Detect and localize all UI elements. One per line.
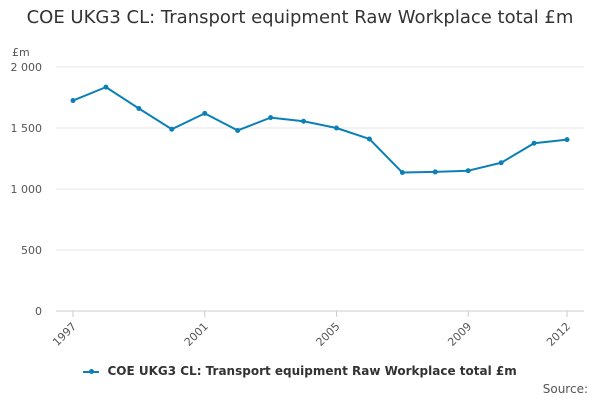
data-point	[531, 140, 537, 146]
x-tick-label: 2005	[314, 320, 343, 349]
chart-title: COE UKG3 CL: Transport equipment Raw Wor…	[26, 7, 574, 28]
y-tick-label: 1 000	[11, 183, 43, 196]
y-axis-unit: £m	[12, 46, 30, 59]
data-point	[465, 168, 471, 174]
data-point	[268, 115, 274, 121]
data-point	[103, 84, 109, 90]
data-point	[498, 160, 504, 166]
data-point	[301, 118, 307, 124]
data-point	[70, 98, 76, 104]
data-point	[399, 170, 405, 176]
x-tick-label: 2012	[544, 320, 573, 349]
y-tick-label: 500	[21, 244, 42, 257]
data-point	[169, 126, 175, 132]
x-tick-label: 2001	[182, 320, 211, 349]
legend-swatch-icon	[83, 367, 100, 377]
data-point	[333, 125, 339, 131]
source-label: Source:	[542, 382, 588, 396]
data-point	[136, 105, 142, 111]
data-point	[235, 127, 241, 133]
data-point	[432, 169, 438, 175]
x-tick-label: 1997	[50, 320, 79, 349]
data-point	[202, 110, 208, 116]
y-tick-label: 0	[35, 305, 42, 318]
y-tick-label: 1 500	[11, 122, 43, 135]
series-line	[72, 86, 568, 174]
legend[interactable]: COE UKG3 CL: Transport equipment Raw Wor…	[0, 364, 600, 378]
data-point	[564, 137, 570, 143]
y-tick-label: 2 000	[11, 61, 43, 74]
data-point	[366, 136, 372, 142]
x-tick-label: 2009	[445, 320, 474, 349]
legend-label: COE UKG3 CL: Transport equipment Raw Wor…	[107, 364, 517, 378]
